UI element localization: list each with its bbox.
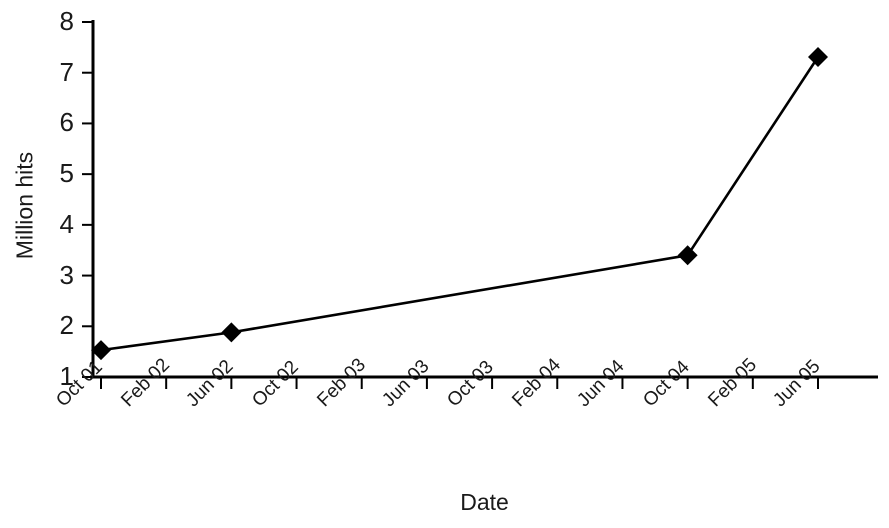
y-tick-label: 1 [59, 361, 74, 391]
y-tick-label: 4 [59, 208, 74, 239]
y-tick-label: 7 [59, 56, 74, 87]
y-tick-label: 2 [59, 310, 74, 341]
data-point-marker [808, 46, 828, 67]
series-line [100, 56, 820, 352]
x-axis-ticks [100, 377, 819, 389]
data-point-marker [91, 340, 111, 361]
axis-lines [90, 20, 878, 379]
y-tick-label: 6 [59, 107, 74, 138]
y-tick-label: 8 [59, 6, 74, 36]
y-tick-label: 5 [59, 158, 74, 189]
data-point-marker [677, 245, 698, 266]
x-axis-title: Date [460, 489, 509, 515]
data-point-marker [221, 322, 242, 343]
y-tick-label: 3 [59, 259, 74, 290]
series-markers [91, 46, 828, 361]
y-axis-title: Million hits [11, 151, 38, 260]
y-axis-ticks [82, 21, 93, 378]
